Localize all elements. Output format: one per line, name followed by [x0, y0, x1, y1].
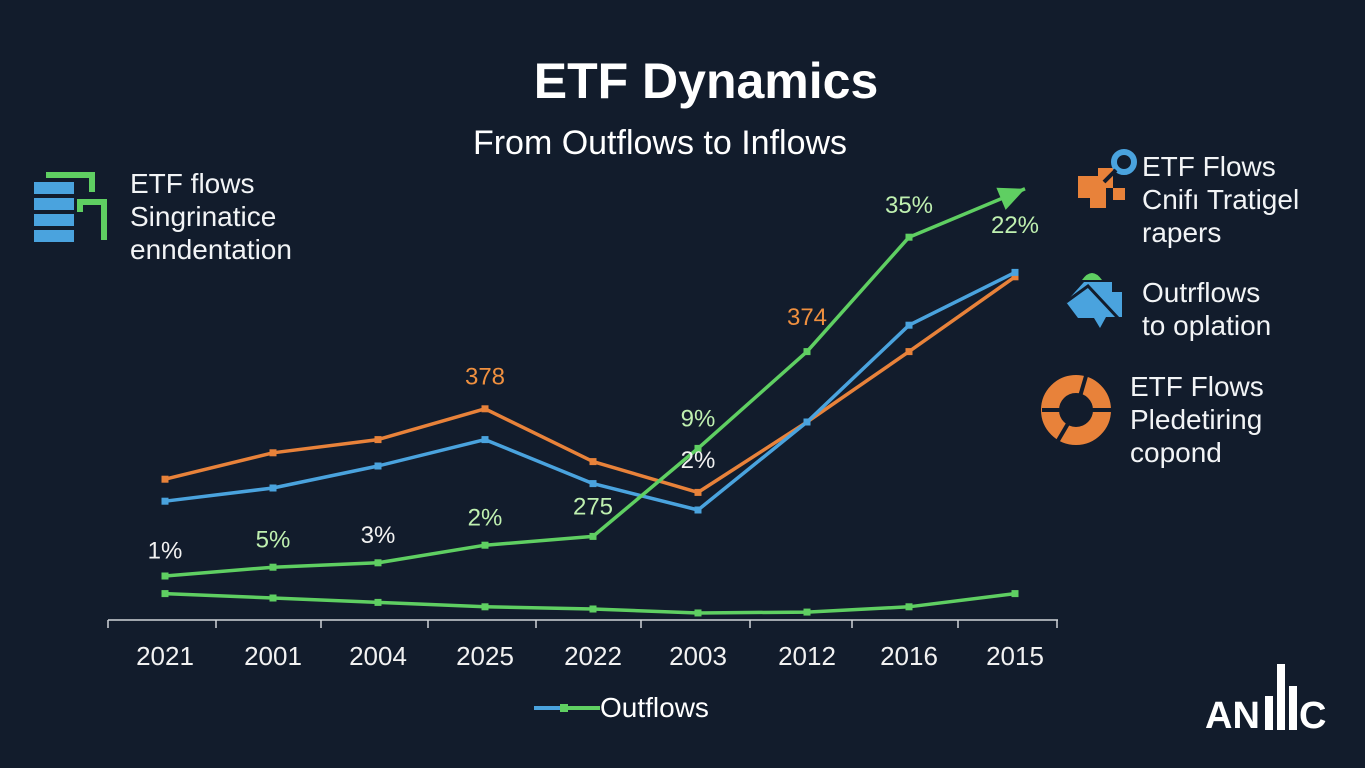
chart-subtitle: From Outflows to Inflows: [472, 124, 848, 162]
data-point: [589, 480, 597, 488]
data-point: [269, 449, 277, 457]
right-note-line: Outrflows: [1142, 277, 1261, 308]
data-point: [374, 462, 382, 470]
data-point: [374, 436, 382, 444]
data-point: [905, 233, 913, 241]
legend: Outflows: [534, 692, 709, 724]
data-label: 1%: [148, 537, 183, 564]
svg-text:AN: AN: [1205, 695, 1260, 736]
data-point: [481, 436, 489, 444]
data-point: [1011, 268, 1019, 276]
data-point: [269, 563, 277, 571]
right-note-line: ETF Flows: [1142, 151, 1276, 182]
logo: AN C: [1205, 660, 1335, 745]
data-label: 3%: [361, 522, 396, 549]
data-point: [694, 444, 702, 452]
data-point: [803, 608, 811, 616]
right-note-line: rapers: [1142, 217, 1222, 248]
chart-title: ETF Dynamics: [533, 53, 879, 109]
data-label: 5%: [256, 526, 291, 553]
arrow-head: [996, 187, 1025, 210]
right-note-line: ETF Flows: [1130, 371, 1264, 402]
data-label: 378: [465, 364, 505, 391]
data-point: [481, 603, 489, 611]
left-note-line: enndentation: [130, 234, 292, 265]
donut-icon: [1040, 372, 1116, 453]
right-note: ETF Flows Cnifı Tratigel rapers: [1142, 150, 1299, 249]
right-note: Outrflows to oplation: [1142, 276, 1271, 342]
data-point: [589, 532, 597, 540]
data-point: [905, 348, 913, 356]
data-point: [269, 484, 277, 492]
data-label: 22%: [991, 212, 1039, 239]
data-label: 275: [573, 493, 613, 520]
right-note-line: copond: [1130, 437, 1222, 468]
data-point: [905, 321, 913, 329]
data-point: [161, 475, 169, 483]
data-point: [481, 541, 489, 549]
data-point: [161, 590, 169, 598]
data-point: [1011, 273, 1019, 281]
data-point: [161, 572, 169, 580]
x-tick-label: 2012: [778, 641, 836, 671]
left-note: ETF flows Singrinatice enndentation: [130, 167, 292, 266]
data-point: [481, 405, 489, 413]
series-line-1: [164, 270, 1016, 512]
svg-text:C: C: [1299, 695, 1326, 736]
data-label: 2%: [681, 447, 716, 474]
x-tick-label: 2015: [986, 641, 1044, 671]
data-point: [803, 348, 811, 356]
data-point: [589, 458, 597, 466]
x-tick-label: 2025: [456, 641, 514, 671]
left-note-line: ETF flows: [130, 168, 255, 199]
puzzle-magnifier-icon: [1068, 148, 1138, 233]
data-point: [694, 609, 702, 617]
right-note-line: Pledetiring: [1130, 404, 1263, 435]
data-label: 35%: [885, 192, 933, 219]
data-point: [1011, 590, 1019, 598]
x-tick-label: 2001: [244, 641, 302, 671]
x-tick-label: 2016: [880, 641, 938, 671]
data-label: 9%: [681, 405, 716, 432]
data-point: [269, 594, 277, 602]
x-tick-label: 2003: [669, 641, 727, 671]
right-note: ETF Flows Pledetiring copond: [1130, 370, 1264, 469]
data-point: [161, 497, 169, 505]
map-pin-icon: [1062, 262, 1142, 347]
legend-label: Outflows: [600, 692, 709, 723]
data-point: [803, 418, 811, 426]
data-point: [694, 488, 702, 496]
data-point: [374, 559, 382, 567]
data-point: [374, 598, 382, 606]
data-point: [905, 603, 913, 611]
data-point: [589, 605, 597, 613]
data-point: [694, 506, 702, 514]
legend-swatch: [534, 704, 600, 712]
left-note-line: Singrinatice: [130, 201, 277, 232]
data-label: 2%: [468, 504, 503, 531]
x-tick-label: 2021: [136, 641, 194, 671]
x-tick-label: 2004: [349, 641, 407, 671]
x-tick-label: 2022: [564, 641, 622, 671]
right-note-line: Cnifı Tratigel: [1142, 184, 1300, 215]
data-label: 374: [787, 304, 827, 331]
right-note-line: to oplation: [1142, 310, 1272, 341]
stacked-bars-icon: [32, 170, 112, 255]
